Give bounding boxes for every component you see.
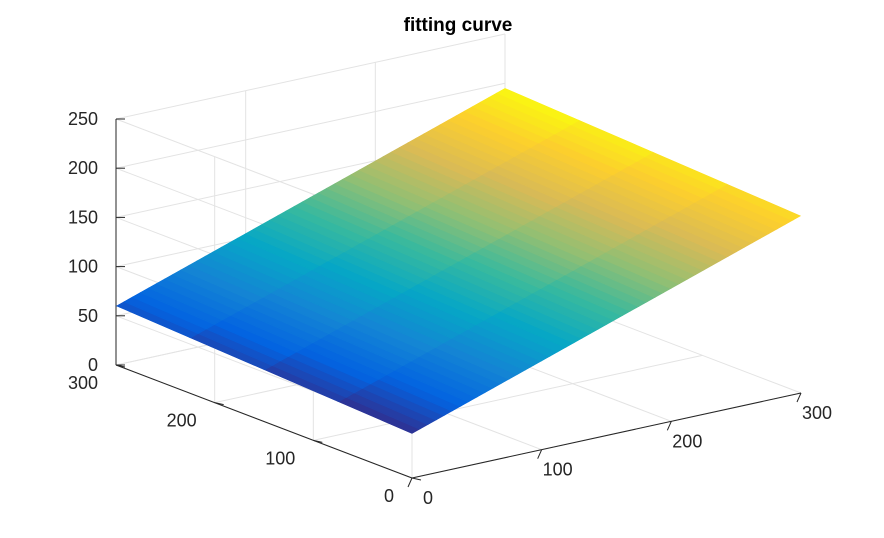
back-wall-grid-line — [115, 82, 506, 169]
z-tick-label: 100 — [68, 257, 98, 277]
back-wall-grid-line — [115, 33, 506, 120]
x-tick-label: 200 — [672, 431, 702, 451]
chart-title: fitting curve — [404, 15, 513, 36]
y-tick-label: 0 — [384, 486, 394, 506]
y-tick — [411, 477, 422, 481]
x-tick — [666, 421, 672, 431]
z-tick-label: 200 — [68, 158, 98, 178]
y-tick-label: 100 — [265, 448, 295, 468]
y-tick-label: 300 — [68, 373, 98, 393]
x-tick — [537, 449, 543, 459]
surface-patches — [116, 88, 801, 434]
y-tick — [214, 402, 224, 406]
z-tick-label: 250 — [68, 109, 98, 129]
z-tick-label: 50 — [78, 306, 98, 326]
y-axis-line — [115, 364, 413, 479]
y-tick-label: 200 — [167, 411, 197, 431]
x-tick — [407, 477, 413, 488]
x-tick-label: 300 — [802, 403, 832, 423]
z-tick-label: 150 — [68, 207, 98, 227]
x-tick-label: 0 — [423, 488, 433, 508]
surface-patch — [495, 88, 581, 126]
fitted-surface — [116, 88, 801, 434]
floor-grid-line — [313, 354, 703, 441]
x-axis-line — [411, 392, 802, 479]
x-tick — [796, 392, 802, 403]
axis-lines — [115, 118, 802, 488]
z-tick-label: 0 — [88, 355, 98, 375]
y-tick — [313, 439, 323, 443]
x-tick-label: 100 — [543, 460, 573, 480]
